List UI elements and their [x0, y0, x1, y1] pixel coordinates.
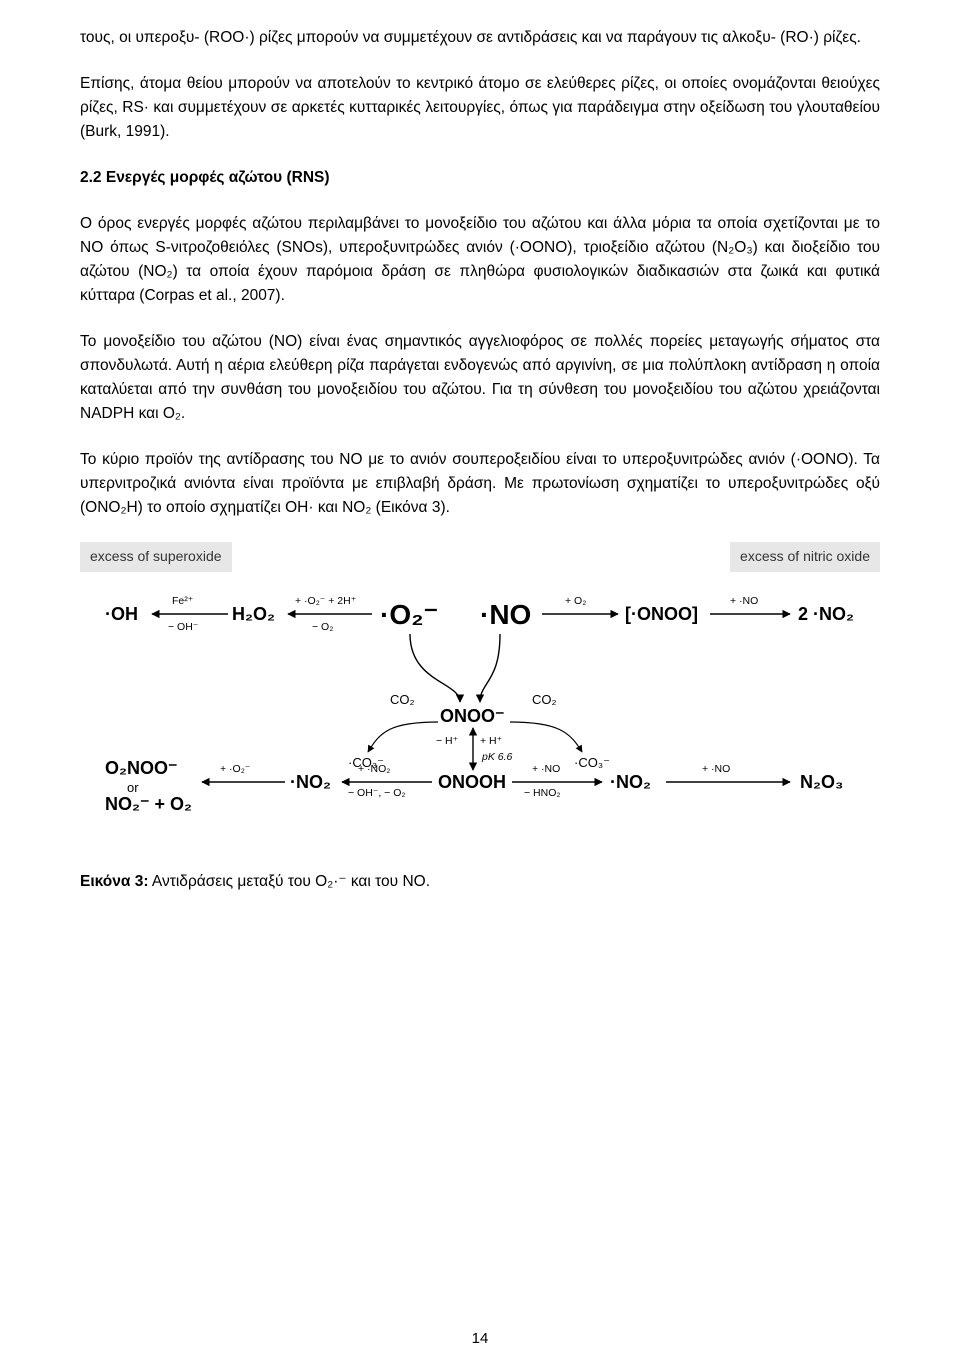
- node-O2NOO: O₂NOO⁻: [105, 758, 178, 778]
- node-NO-center: ·NO: [480, 599, 531, 630]
- lbl-onoL1: + ·NO₂: [358, 763, 390, 775]
- section-title: 2.2 Ενεργές μορφές αζώτου (RNS): [80, 166, 880, 190]
- lbl-fe: Fe²⁺: [172, 595, 194, 607]
- page-number: 14: [0, 1327, 960, 1350]
- lbl-mo2: − O₂: [312, 621, 333, 633]
- node-ONOO-br: [·ONOO]: [625, 604, 698, 624]
- lbl-mH: − H⁺: [436, 735, 459, 747]
- node-2NO2: 2 ·NO₂: [798, 604, 854, 624]
- node-NO2-left: ·NO₂: [290, 772, 331, 792]
- node-NO2-right: ·NO₂: [610, 772, 651, 792]
- lbl-plusO2: + O₂: [565, 595, 586, 607]
- node-pK: pK 6.6: [481, 751, 513, 763]
- paragraph-4: Το μονοξείδιο του αζώτου (NO) είναι ένας…: [80, 330, 880, 426]
- lbl-pO2m: + ·O₂⁻: [220, 763, 251, 775]
- figure-3: excess of superoxide excess of nitric ox…: [80, 542, 880, 894]
- figure-header-left: excess of superoxide: [80, 542, 232, 572]
- node-H2O2: H₂O₂: [232, 604, 275, 624]
- node-OH: ·OH: [105, 604, 138, 624]
- reaction-diagram: ·OH H₂O₂ ·O₂⁻ ·NO [·ONOO] 2 ·NO₂ Fe²⁺ − …: [80, 582, 880, 842]
- node-ONOO-mid: ONOO⁻: [440, 706, 505, 726]
- caption-rest: Αντιδράσεις μεταξύ του O₂·⁻ και του NO.: [148, 873, 430, 890]
- lbl-mHNO2: − HNO₂: [524, 787, 560, 799]
- figure-caption: Εικόνα 3: Αντιδράσεις μεταξύ του O₂·⁻ κα…: [80, 870, 880, 894]
- node-N2O3: N₂O₃: [800, 772, 843, 792]
- lbl-plusNO: + ·NO: [730, 595, 758, 607]
- figure-header-right: excess of nitric oxide: [730, 542, 880, 572]
- node-or: or: [127, 780, 139, 795]
- node-CO2-r: CO₂: [532, 692, 557, 707]
- node-CO3-r: ·CO₃⁻: [574, 755, 610, 770]
- paragraph-1: τους, οι υπεροξυ- (ROO·) ρίζες μπορούν ν…: [80, 26, 880, 50]
- paragraph-2: Επίσης, άτομα θείου μπορούν να αποτελούν…: [80, 72, 880, 144]
- node-ONOOH: ONOOH: [438, 772, 506, 792]
- caption-bold: Εικόνα 3:: [80, 873, 148, 890]
- lbl-pH: + H⁺: [480, 735, 503, 747]
- node-NO2O2: NO₂⁻ + O₂: [105, 794, 192, 814]
- lbl-ohm: − OH⁻: [168, 621, 199, 633]
- paragraph-5: Το κύριο προϊόν της αντίδρασης του NO με…: [80, 448, 880, 520]
- lbl-pNO-r1: + ·NO: [532, 763, 560, 775]
- lbl-pNO-r2: + ·NO: [702, 763, 730, 775]
- node-CO2-l: CO₂: [390, 692, 415, 707]
- node-O2-center: ·O₂⁻: [380, 599, 438, 630]
- lbl-o2h: + ·O₂⁻ + 2H⁺: [295, 595, 357, 607]
- lbl-onoL2: − OH⁻, − O₂: [348, 787, 405, 799]
- paragraph-3: Ο όρος ενεργές μορφές αζώτου περιλαμβάνε…: [80, 212, 880, 308]
